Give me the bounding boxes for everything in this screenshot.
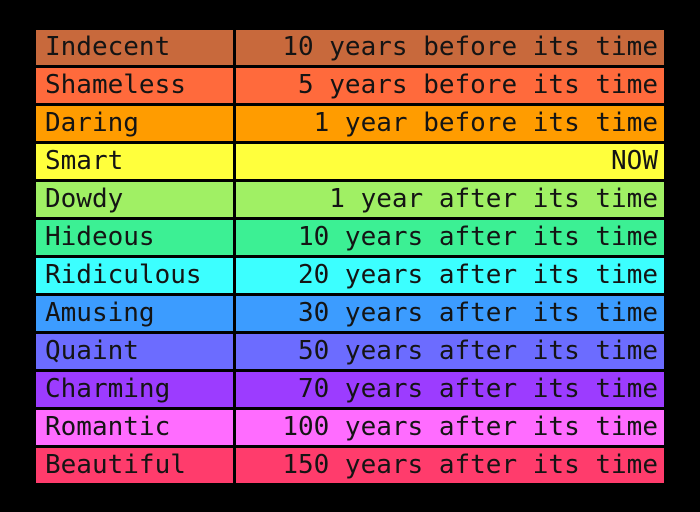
row-label: Beautiful bbox=[36, 448, 233, 483]
row-label: Charming bbox=[36, 372, 233, 407]
row-label: Shameless bbox=[36, 68, 233, 103]
table: Indecent 10 years before its time Shameles… bbox=[36, 30, 664, 486]
table-row: Beautiful 150 years after its time bbox=[36, 448, 664, 483]
row-time: 50 years after its time bbox=[236, 334, 664, 369]
row-label: Quaint bbox=[36, 334, 233, 369]
row-label: Smart bbox=[36, 144, 233, 179]
table-row: Dowdy 1 year after its time bbox=[36, 182, 664, 217]
table-row: Shameless 5 years before its time bbox=[36, 68, 664, 103]
table-row: Amusing 30 years after its time bbox=[36, 296, 664, 331]
row-time: 20 years after its time bbox=[236, 258, 664, 293]
table-row: Ridiculous 20 years after its time bbox=[36, 258, 664, 293]
row-time: 100 years after its time bbox=[236, 410, 664, 445]
row-time: 10 years after its time bbox=[236, 220, 664, 255]
row-label: Romantic bbox=[36, 410, 233, 445]
row-label: Ridiculous bbox=[36, 258, 233, 293]
table-row: Indecent 10 years before its time bbox=[36, 30, 664, 65]
row-label: Hideous bbox=[36, 220, 233, 255]
row-label: Amusing bbox=[36, 296, 233, 331]
row-time: 1 year after its time bbox=[236, 182, 664, 217]
row-time: 70 years after its time bbox=[236, 372, 664, 407]
row-label: Dowdy bbox=[36, 182, 233, 217]
table-row: Daring 1 year before its time bbox=[36, 106, 664, 141]
table-row: Smart NOW bbox=[36, 144, 664, 179]
table-row: Hideous 10 years after its time bbox=[36, 220, 664, 255]
row-time: 10 years before its time bbox=[236, 30, 664, 65]
row-time: 5 years before its time bbox=[236, 68, 664, 103]
row-time: 150 years after its time bbox=[236, 448, 664, 483]
table-row: Romantic 100 years after its time bbox=[36, 410, 664, 445]
row-label: Indecent bbox=[36, 30, 233, 65]
row-time: NOW bbox=[236, 144, 664, 179]
row-label: Daring bbox=[36, 106, 233, 141]
table-row: Charming 70 years after its time bbox=[36, 372, 664, 407]
table-row: Quaint 50 years after its time bbox=[36, 334, 664, 369]
row-time: 1 year before its time bbox=[236, 106, 664, 141]
row-time: 30 years after its time bbox=[236, 296, 664, 331]
